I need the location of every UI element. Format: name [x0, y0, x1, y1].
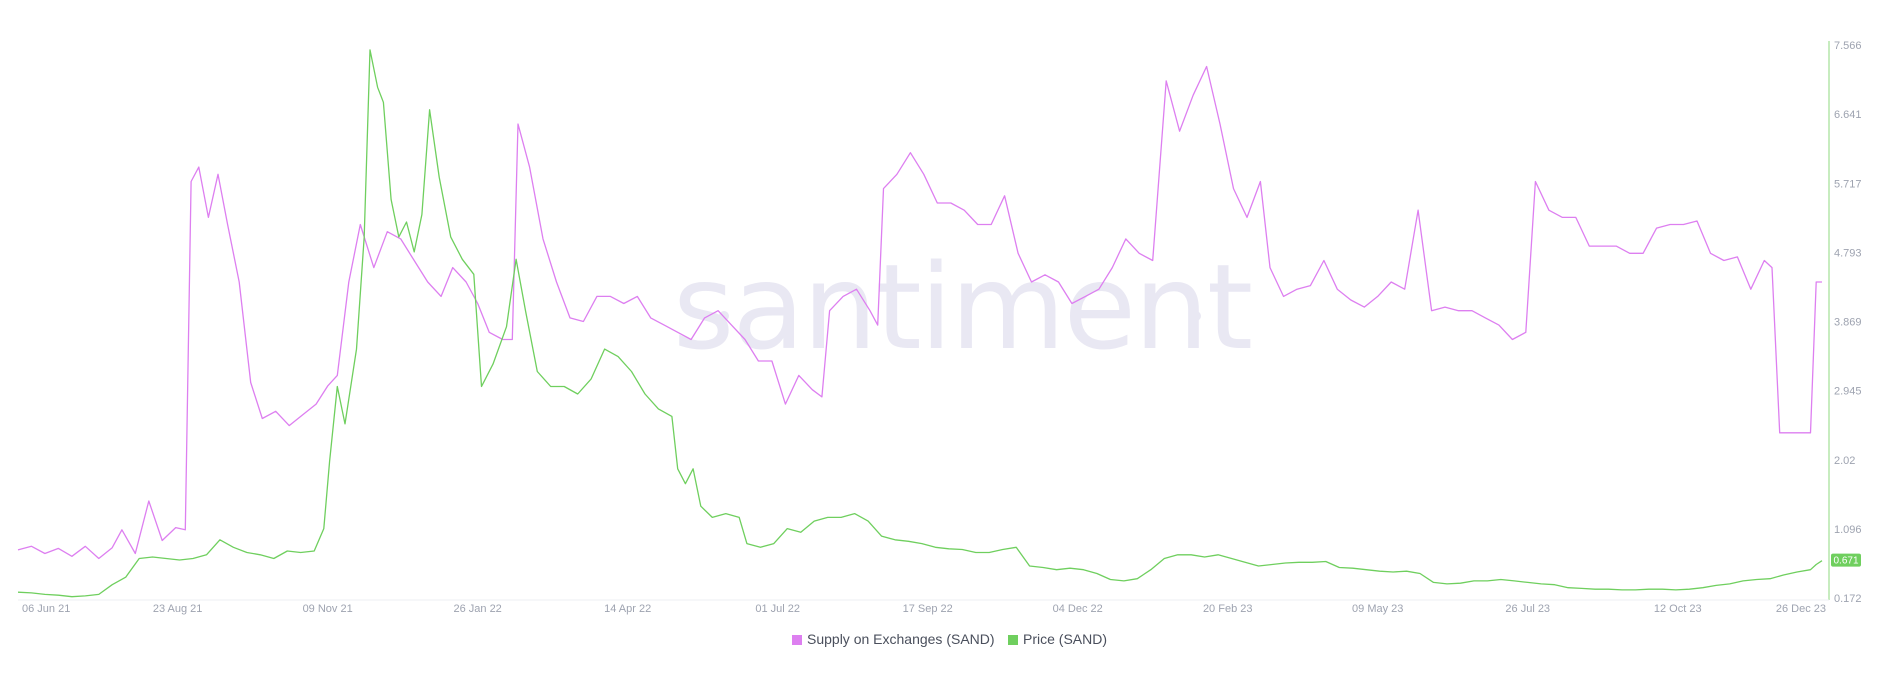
- y-tick-label: 2.02: [1834, 455, 1855, 467]
- watermark: santiment: [673, 238, 1251, 376]
- x-tick-label: 17 Sep 22: [903, 603, 953, 615]
- series-layer: 0.671: [17, 49, 1861, 598]
- series-line-supply-on-exchanges: [17, 65, 1822, 560]
- legend: Supply on Exchanges (SAND) Price (SAND): [792, 631, 1107, 647]
- legend-swatch: [792, 635, 802, 645]
- y-tick-label: 0.172: [1834, 593, 1862, 605]
- y-tick-label: 6.641: [1834, 109, 1862, 121]
- x-tick-label: 26 Jan 22: [453, 603, 501, 615]
- x-tick-label: 06 Jun 21: [22, 603, 70, 615]
- watermark-dot-right: [1191, 311, 1201, 321]
- x-tick-label: 26 Dec 23: [1776, 603, 1826, 615]
- legend-swatch: [1008, 635, 1018, 645]
- y-tick-label: 7.566: [1834, 40, 1862, 52]
- x-tick-label: 01 Jul 22: [755, 603, 800, 615]
- y-tick-label: 2.945: [1834, 386, 1862, 398]
- y-tick-label: 4.793: [1834, 247, 1862, 259]
- legend-label: Supply on Exchanges (SAND): [807, 631, 995, 647]
- x-tick-label: 09 May 23: [1352, 603, 1403, 615]
- legend-label: Price (SAND): [1023, 631, 1107, 647]
- current-price-badge: [1831, 553, 1861, 567]
- y-tick-label: 3.869: [1834, 317, 1862, 329]
- legend-item-price[interactable]: Price (SAND): [1008, 631, 1107, 647]
- y-tick-label: 1.096: [1834, 524, 1862, 536]
- x-tick-label: 14 Apr 22: [604, 603, 651, 615]
- current-price-badge-label: 0.671: [1833, 556, 1858, 567]
- y-tick-label: 5.717: [1834, 178, 1862, 190]
- x-tick-label: 12 Oct 23: [1654, 603, 1702, 615]
- x-tick-label: 26 Jul 23: [1505, 603, 1550, 615]
- x-tick-label: 23 Aug 21: [153, 603, 203, 615]
- series-line-price: [17, 49, 1823, 598]
- legend-item-supply[interactable]: Supply on Exchanges (SAND): [792, 631, 995, 647]
- x-tick-label: 04 Dec 22: [1053, 603, 1103, 615]
- x-tick-label: 20 Feb 23: [1203, 603, 1253, 615]
- x-tick-label: 09 Nov 21: [303, 603, 353, 615]
- axis-layer: 7.566 6.641 5.717 4.793 3.869 2.945 2.02 1.096 0…: [18, 40, 1862, 615]
